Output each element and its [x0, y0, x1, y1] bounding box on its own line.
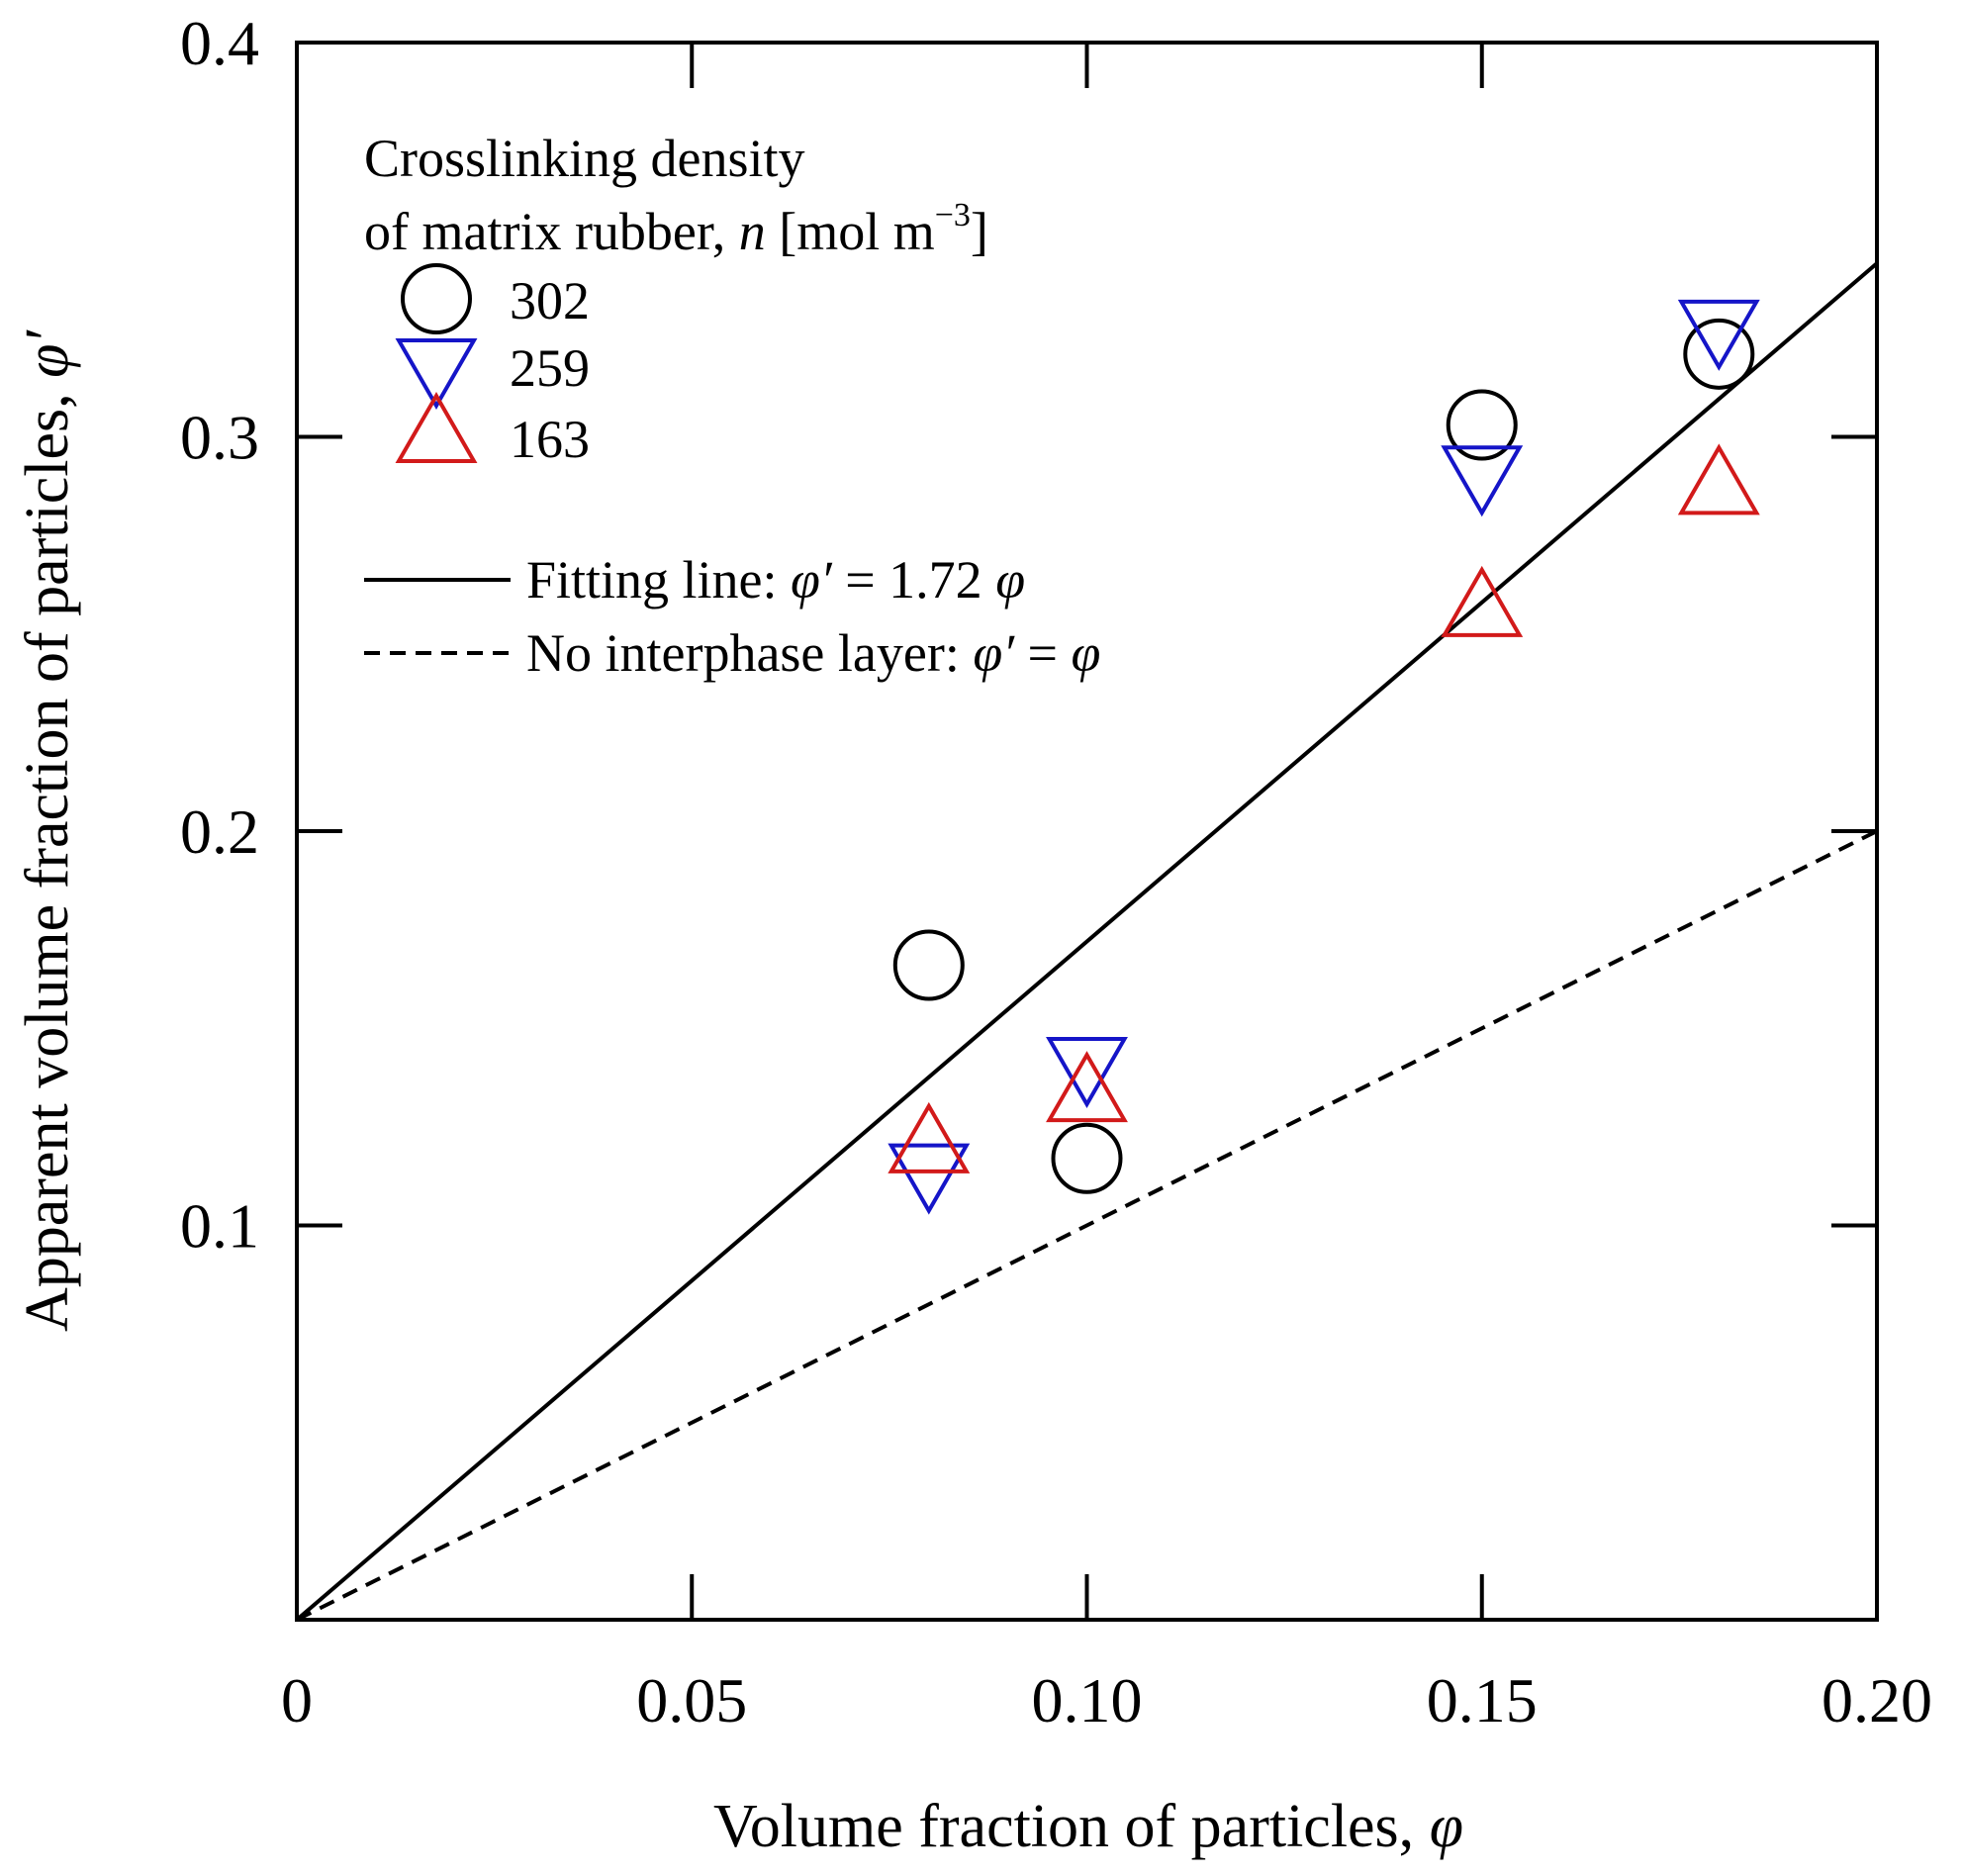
y-tick-label: 0.4: [180, 8, 259, 78]
y-tick-label: 0.2: [180, 797, 259, 867]
point-259: [1046, 1037, 1128, 1109]
point-259: [1677, 299, 1760, 371]
x-tick-label: 0.20: [1822, 1665, 1932, 1735]
point-302: [1051, 1122, 1123, 1194]
x-tick-label: 0.10: [1032, 1665, 1143, 1735]
x-tick-label: 0.15: [1427, 1665, 1538, 1735]
fitting-line: [295, 261, 1879, 1622]
legend-marker-163: [395, 391, 478, 463]
legend-label-163: 163: [510, 410, 590, 469]
reference-lines: [295, 261, 1879, 1622]
axis-tick-labels: 0 0.05 0.10 0.15 0.20 0.1 0.2 0.3 0.4: [180, 8, 1932, 1735]
point-259: [1441, 445, 1524, 517]
point-302: [892, 929, 965, 1001]
x-tick-label: 0: [281, 1665, 313, 1735]
point-302: [1446, 389, 1518, 461]
x-axis-title: Volume fraction of particles, φ: [713, 1793, 1463, 1860]
point-163: [1677, 443, 1760, 516]
axis-ticks: [297, 43, 1877, 1620]
no-interphase-line: [296, 829, 1878, 1622]
legend-title-line2: of matrix rubber, n [mol m−3]: [364, 197, 988, 261]
y-tick-label: 0.1: [180, 1191, 259, 1262]
point-302: [1683, 318, 1755, 390]
legend-label-259: 259: [510, 338, 590, 398]
legend-fitting-line-label: Fitting line: φ′ = 1.72 φ: [526, 550, 1025, 610]
point-163: [1441, 565, 1524, 637]
data-points: [888, 299, 1760, 1215]
point-163: [888, 1101, 971, 1173]
y-tick-label: 0.3: [180, 403, 259, 473]
x-tick-label: 0.05: [636, 1665, 747, 1735]
legend-marker-302: [401, 263, 472, 334]
legend-no-interphase-label: No interphase layer: φ′ = φ: [526, 623, 1100, 683]
legend-title-line1: Crosslinking density: [364, 129, 805, 188]
legend-marker-259: [395, 338, 478, 411]
legend-label-302: 302: [510, 271, 590, 330]
point-163: [1046, 1051, 1128, 1123]
y-axis-title: Apparent volume fraction of particles, φ…: [14, 329, 81, 1332]
point-259: [888, 1143, 971, 1215]
legend: Crosslinking density of matrix rubber, n…: [364, 129, 1100, 683]
